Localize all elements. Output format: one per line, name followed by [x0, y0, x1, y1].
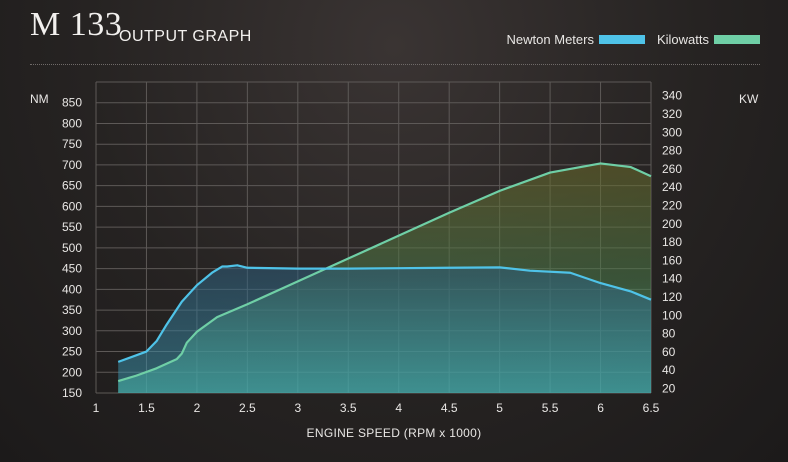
y-right-tick-label: 260: [662, 162, 682, 176]
y-right-tick-label: 160: [662, 253, 682, 267]
x-tick-label: 2.5: [239, 401, 256, 415]
x-tick-label: 4.5: [441, 401, 458, 415]
right-axis-unit: KW: [739, 92, 759, 106]
x-tick-label: 3.5: [340, 401, 357, 415]
x-tick-label: 6.5: [643, 401, 660, 415]
y-right-tick-label: 40: [662, 363, 676, 377]
y-left-tick-label: 250: [62, 345, 82, 359]
y-left-tick-label: 350: [62, 303, 82, 317]
y-left-tick-label: 600: [62, 199, 82, 213]
newton-meters-area: [118, 265, 651, 393]
left-axis-unit: NM: [30, 92, 49, 106]
y-left-tick-label: 450: [62, 262, 82, 276]
y-right-tick-label: 140: [662, 272, 682, 286]
legend-swatch-newton-meters: [598, 35, 645, 44]
y-right-tick-label: 300: [662, 125, 682, 139]
x-tick-label: 2: [194, 401, 201, 415]
y-right-tick-label: 220: [662, 198, 682, 212]
y-left-tick-label: 300: [62, 324, 82, 338]
y-right-tick-label: 120: [662, 290, 682, 304]
y-left-tick-label: 400: [62, 282, 82, 296]
y-right-tick-label: 100: [662, 308, 682, 322]
y-left-tick-label: 750: [62, 137, 82, 151]
x-tick-label: 1.5: [138, 401, 155, 415]
x-tick-label: 3: [294, 401, 301, 415]
legend-swatch-kilowatts: [714, 35, 760, 44]
y-left-tick-label: 200: [62, 365, 82, 379]
x-tick-label: 1: [93, 401, 100, 415]
y-left-tick-label: 800: [62, 116, 82, 130]
model-title: M 133: [30, 6, 123, 43]
legend: Newton Meters Kilowatts: [495, 32, 760, 47]
y-right-tick-label: 340: [662, 89, 682, 103]
x-tick-label: 6: [597, 401, 604, 415]
y-right-tick-label: 200: [662, 217, 682, 231]
x-tick-label: 4: [395, 401, 402, 415]
legend-item-kilowatts: Kilowatts: [657, 32, 760, 47]
y-left-tick-label: 650: [62, 179, 82, 193]
chart-subtitle: OUTPUT GRAPH: [119, 28, 252, 45]
newton-meters-line: [117, 264, 652, 363]
y-left-tick-label: 550: [62, 220, 82, 234]
legend-label-newton-meters: Newton Meters: [506, 32, 594, 47]
y-left-tick-label: 700: [62, 158, 82, 172]
legend-item-newton-meters: Newton Meters: [507, 32, 645, 47]
header-divider: [30, 64, 760, 65]
y-left-tick-label: 500: [62, 241, 82, 255]
x-tick-label: 5: [496, 401, 503, 415]
y-right-tick-label: 60: [662, 345, 676, 359]
y-right-tick-label: 80: [662, 327, 676, 341]
y-left-tick-label: 150: [62, 386, 82, 400]
y-right-tick-label: 320: [662, 107, 682, 121]
x-tick-label: 5.5: [542, 401, 559, 415]
y-right-tick-label: 20: [662, 381, 676, 395]
y-right-tick-label: 240: [662, 180, 682, 194]
y-right-tick-label: 280: [662, 144, 682, 158]
x-axis-title: ENGINE SPEED (RPM x 1000): [306, 426, 482, 440]
y-right-tick-label: 180: [662, 235, 682, 249]
legend-label-kilowatts: Kilowatts: [656, 32, 709, 47]
kilowatts-line: [117, 162, 652, 383]
y-left-tick-label: 850: [62, 96, 82, 110]
